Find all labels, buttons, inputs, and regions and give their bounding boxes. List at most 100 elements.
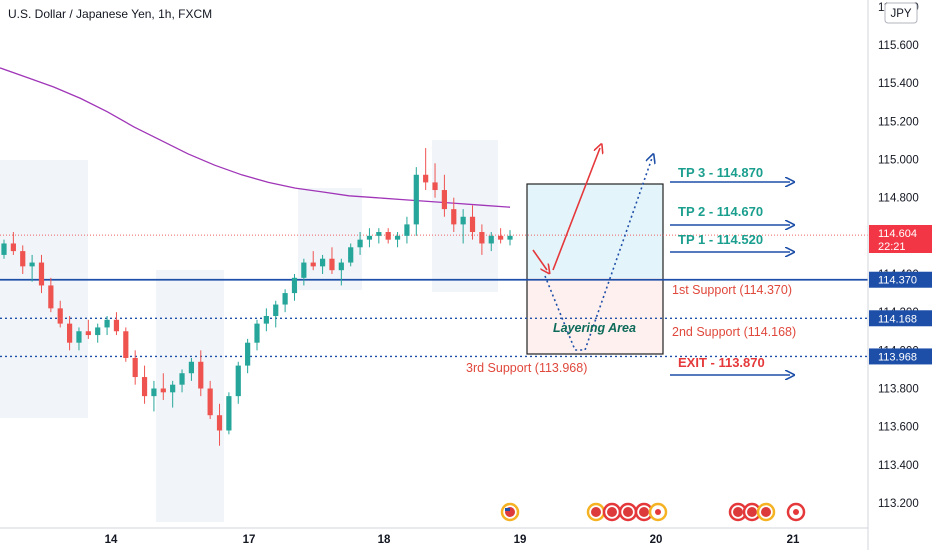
annotation-labels: TP 3 - 114.870 TP 2 - 114.670 TP 1 - 114… [466,165,796,375]
candle [1,239,7,259]
time-axis[interactable]: 14 17 18 19 20 21 [0,527,868,546]
tp1-label: TP 1 - 114.520 [678,232,763,247]
candle [245,338,251,374]
candle [385,228,391,244]
currency-badge[interactable]: JPY [884,2,918,24]
candle [301,258,307,286]
candle [95,323,101,343]
jp-flag-event-icon [648,502,668,522]
us-flag-event-icon [586,502,606,522]
support-2-label: 2nd Support (114.168) [672,325,796,339]
candle [376,228,382,244]
x-tick-label: 20 [650,534,663,546]
y-tick-label: 115.200 [878,116,919,128]
candle [113,312,120,336]
candle [319,254,326,274]
price-tag-label: 114.370 [878,275,917,287]
candlesticks [1,148,513,446]
target-arrows [670,182,790,375]
us-flag-event-icon [500,502,520,522]
candle [235,361,241,404]
current-price-value: 114.604 [878,228,917,240]
candle [104,315,110,336]
candle [123,327,129,362]
candle [413,167,419,236]
price-tag [869,348,932,365]
x-tick-label: 21 [787,534,800,546]
candle [488,232,494,252]
candle [170,380,176,408]
candle [460,209,466,244]
us-flag-event-icon [618,502,638,522]
tp2-label: TP 2 - 114.670 [678,204,763,219]
tp3-label: TP 3 - 114.870 [678,165,763,180]
x-tick-label: 14 [105,534,118,546]
candle [404,216,410,244]
y-tick-label: 113.800 [878,384,919,396]
price-tag-label: 114.168 [878,313,917,325]
y-tick-label: 113.400 [878,460,919,472]
exit-label: EXIT - 113.870 [678,355,765,370]
candle [310,251,316,271]
countdown-timer: 22:21 [878,241,906,253]
red-scenario-path [532,249,547,270]
y-tick-label: 113.200 [878,498,919,510]
blue-scenario-path [544,158,652,351]
candle [29,254,35,282]
candle [469,205,476,240]
candle [451,197,457,233]
candle [432,163,438,198]
candle [188,357,195,381]
candle [20,245,26,274]
candle [85,319,91,339]
us-flag-event-icon [602,502,622,522]
y-tick-label: 115.000 [878,155,919,167]
candle [273,300,279,328]
candle [394,232,401,248]
candle [348,243,354,267]
layering-area-label: Layering Area [553,321,636,335]
candle [216,403,223,446]
candle [10,232,16,255]
y-tick-label: 113.600 [878,422,919,434]
candle [329,247,335,274]
candle [151,380,157,412]
red-rise-arrow [552,148,600,271]
currency-badge-label: JPY [890,8,911,20]
candle [479,224,485,255]
current-price-tag: 114.604 22:21 [869,225,932,253]
candle [48,277,54,313]
candle [507,230,513,246]
candle [38,254,45,294]
candle [226,392,232,435]
candle [441,174,448,217]
event-icons[interactable] [500,502,806,522]
candle [291,274,298,301]
candle [141,365,148,404]
x-tick-label: 18 [378,534,391,546]
session-bands [0,140,498,522]
candle [207,380,213,420]
moving-average-line [0,67,511,208]
price-tag [869,271,932,288]
y-tick-label: 115.600 [878,40,919,52]
layering-box[interactable] [526,183,664,355]
jp-flag-event-icon [786,502,806,522]
us-flag-event-icon [756,502,776,522]
candle [57,300,63,328]
support-3-label: 3rd Support (113.968) [466,361,587,375]
candle [254,319,260,351]
candle [76,327,82,351]
price-tag-label: 113.968 [878,351,917,363]
price-axis[interactable]: 115.800115.600115.400115.200115.000114.8… [867,0,932,550]
support-1-label: 1st Support (114.370) [672,283,792,297]
candle [357,232,363,255]
candle [132,350,138,385]
y-tick-label: 114.800 [878,193,919,205]
x-tick-label: 17 [243,534,256,546]
x-tick-label: 19 [514,534,527,546]
candle [366,228,373,248]
us-flag-event-icon [742,502,762,522]
